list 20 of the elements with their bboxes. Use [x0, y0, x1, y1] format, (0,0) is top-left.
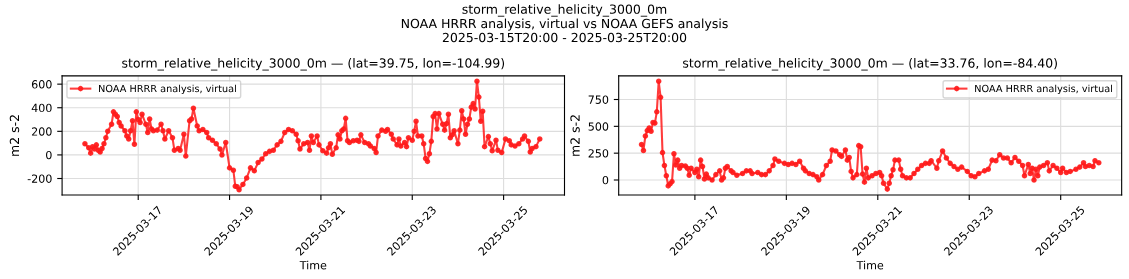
text: NOAA HRRR analysis, virtual vs NOAA GEFS analysis	[401, 18, 728, 31]
y-tick-label: 0	[602, 175, 609, 185]
y-tick-label: 0	[46, 150, 52, 160]
y-tick-label: 600	[31, 80, 52, 89]
y-axis-title: m2 s-2	[570, 115, 580, 156]
y-tick-label: 400	[31, 103, 52, 113]
legend-label: NOAA HRRR analysis, virtual	[99, 84, 236, 95]
text: storm_relative_helicity_3000_0m	[462, 4, 667, 17]
y-tick-label: 200	[31, 127, 52, 136]
x-axis-title: Time	[299, 260, 327, 270]
chart-title: storm_relative_helicity_3000_0m — (lat=39.75, lon=-104.99)	[122, 58, 505, 71]
legend-label: NOAA HRRR analysis, virtual	[975, 84, 1112, 95]
y-axis-title: m2 s-2	[9, 115, 20, 156]
chart-title: storm_relative_helicity_3000_0m — (lat=33.76, lon=-84.40)	[683, 58, 1057, 71]
text: 2025-03-15T20:00 - 2025-03-25T20:00	[442, 32, 687, 43]
y-tick-label: 250	[588, 149, 609, 158]
x-axis-title: Time	[856, 260, 884, 270]
y-tick-label: 500	[588, 122, 609, 131]
y-tick-label: 750	[588, 95, 609, 104]
y-tick-label: -200	[27, 174, 52, 183]
